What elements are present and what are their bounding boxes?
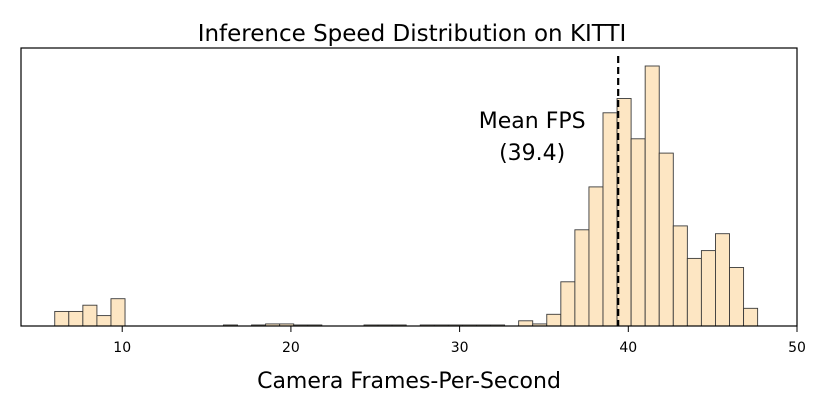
histogram-bar <box>518 320 534 327</box>
histogram-bar <box>574 229 590 327</box>
mean-fps-label: Mean FPS <box>479 109 586 134</box>
x-axis-label: Camera Frames-Per-Second <box>257 369 561 394</box>
histogram-bar <box>743 307 759 327</box>
x-axis-ticks: 10 20 30 40 50 <box>113 326 806 356</box>
histogram-bar <box>588 186 604 327</box>
x-tick-label: 50 <box>788 340 806 356</box>
histogram-bar <box>96 315 112 327</box>
histogram-bar <box>686 257 702 327</box>
histogram-bar <box>715 233 730 327</box>
histogram-bar <box>560 281 576 327</box>
histogram-bar <box>82 304 98 327</box>
histogram-bar <box>110 298 126 327</box>
histogram-bar <box>54 310 70 327</box>
histogram-bar <box>68 310 84 327</box>
histogram-bar <box>630 138 646 327</box>
histogram-bar <box>546 313 562 327</box>
mean-fps-value: (39.4) <box>499 141 565 166</box>
x-tick-label: 10 <box>113 340 131 356</box>
histogram-bars <box>54 65 759 327</box>
x-tick-label: 20 <box>282 340 300 356</box>
histogram-bar <box>672 225 688 327</box>
chart-title: Inference Speed Distribution on KITTI <box>198 21 627 47</box>
x-tick-label: 30 <box>451 340 469 356</box>
histogram-bar <box>729 267 745 327</box>
histogram-bar <box>658 152 674 327</box>
histogram-bar <box>700 250 716 327</box>
plot-frame <box>20 47 798 327</box>
histogram-bar <box>644 65 660 327</box>
histogram-bar <box>602 112 618 327</box>
x-tick-label: 40 <box>619 340 637 356</box>
